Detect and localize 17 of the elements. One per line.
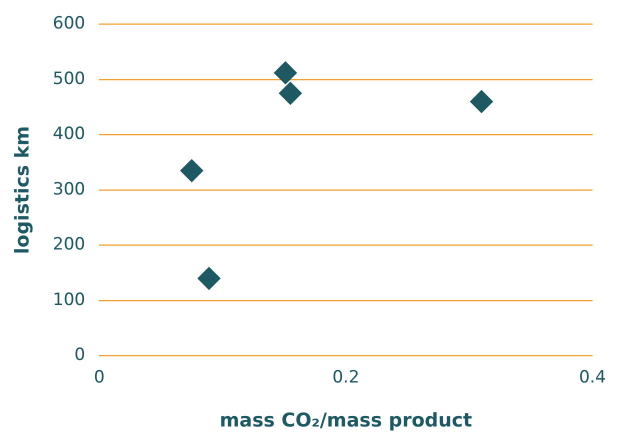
point [197,266,220,290]
y-tick-label: 300 [52,179,86,200]
y-tick-label: 100 [52,290,86,310]
y-tick-label: 200 [52,234,86,255]
x-tick-label: 0 [94,367,105,388]
x-tick-label: 0.2 [332,367,360,388]
y-tick-label: 500 [52,68,86,89]
point [470,90,494,114]
point [274,61,297,84]
point [180,159,204,182]
y-tick-label: 600 [52,14,86,34]
x-axis-title: mass CO₂/mass product [220,410,472,432]
y-tick-label: 0 [74,345,86,366]
point [278,82,302,105]
x-tick-label: 0.4 [578,367,606,388]
y-tick-label: 400 [52,124,86,144]
y-axis-title: logistics km [11,126,34,254]
